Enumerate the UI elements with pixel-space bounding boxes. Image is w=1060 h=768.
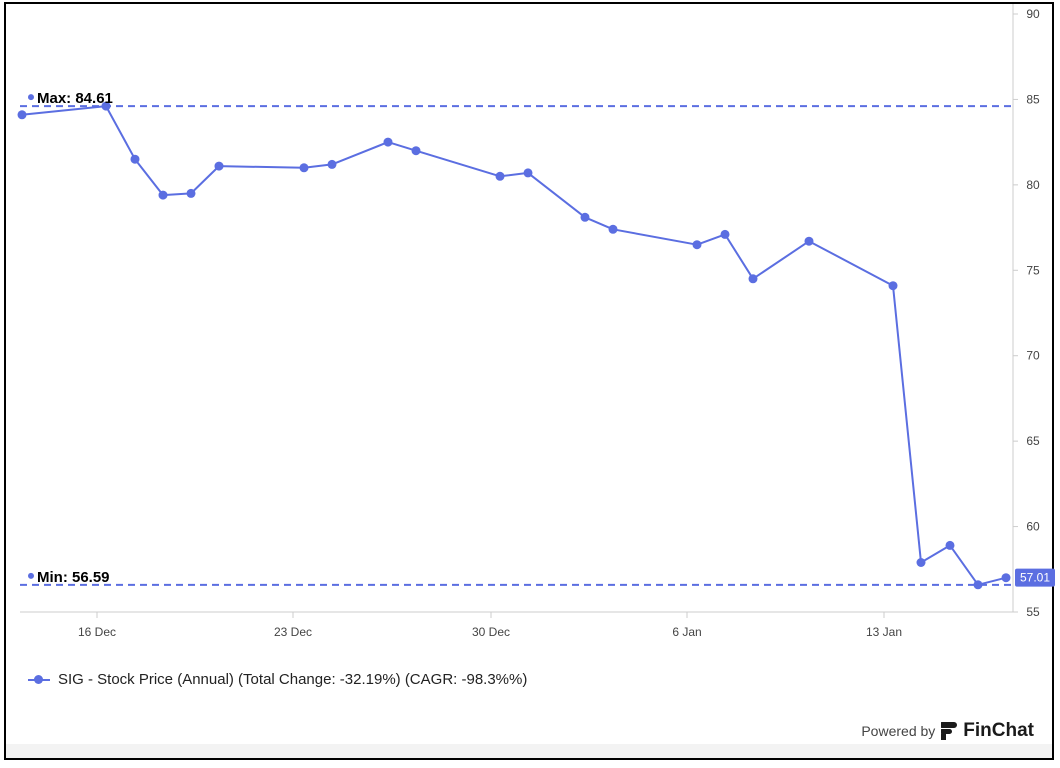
data-point [186, 188, 196, 198]
last-value-label: 57.01 [1020, 571, 1050, 585]
data-point [327, 159, 337, 169]
legend-label: SIG - Stock Price (Annual) (Total Change… [58, 671, 528, 688]
data-point [1001, 573, 1011, 583]
powered-by: Powered by FinChat [861, 720, 1034, 742]
line-chart: 55 60 65 70 75 80 85 90 16 Dec 23 Dec 30 Dec 6 Jan 1… [17, 4, 1055, 639]
x-tick-label: 6 Jan [672, 625, 701, 639]
data-point [720, 229, 730, 239]
data-point [130, 154, 140, 164]
finchat-logo-icon [941, 722, 958, 740]
data-point [101, 101, 111, 111]
data-point [299, 163, 309, 173]
legend-item[interactable]: SIG - Stock Price (Annual) (Total Change… [28, 671, 527, 688]
series-line [21, 105, 1007, 586]
data-point [495, 171, 505, 181]
data-point [973, 580, 983, 590]
data-point [692, 240, 702, 250]
max-marker-dot [28, 94, 34, 101]
data-point [804, 236, 814, 246]
data-point [158, 190, 168, 200]
data-point [17, 110, 27, 120]
data-point [748, 274, 758, 284]
data-point [411, 146, 421, 156]
data-point [383, 137, 393, 147]
data-point [916, 558, 926, 567]
min-label: Min: 56.59 [37, 569, 110, 586]
powered-by-text: Powered by [861, 723, 936, 739]
x-tick-label: 23 Dec [274, 625, 312, 639]
y-tick-label: 85 [1026, 92, 1040, 106]
y-tick-label: 90 [1026, 7, 1040, 21]
y-tick-label: 65 [1026, 434, 1040, 448]
max-label: Max: 84.61 [37, 90, 113, 107]
data-point [608, 224, 618, 234]
data-point [580, 212, 590, 222]
last-value-badge [1015, 568, 1055, 587]
y-tick-label: 60 [1026, 520, 1040, 534]
x-tick-label: 16 Dec [78, 625, 116, 639]
y-tick-label: 80 [1026, 178, 1040, 192]
brand-name: FinChat [963, 720, 1034, 741]
data-point [888, 281, 898, 291]
x-tick-label: 30 Dec [472, 625, 510, 639]
y-tick-label: 75 [1026, 263, 1040, 277]
min-marker-dot [28, 572, 34, 579]
chart-frame: 55 60 65 70 75 80 85 90 16 Dec 23 Dec 30 Dec 6 Jan 1… [4, 2, 1055, 760]
y-tick-label: 70 [1026, 349, 1040, 363]
data-point [523, 168, 533, 178]
data-point [945, 540, 955, 550]
x-tick-label: 13 Jan [866, 625, 902, 639]
data-point [214, 161, 224, 171]
y-tick-label: 55 [1026, 605, 1040, 619]
bottom-strip [6, 744, 1052, 758]
legend-swatch-icon [28, 673, 50, 687]
